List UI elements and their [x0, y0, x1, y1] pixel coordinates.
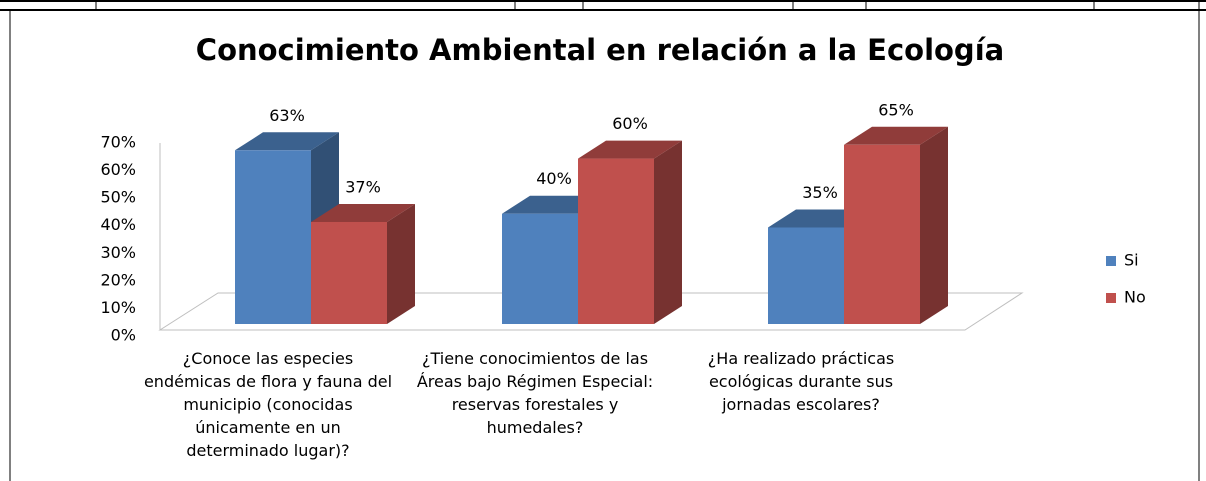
bar-front [235, 150, 311, 324]
data-label: 65% [878, 100, 914, 119]
data-label: 60% [612, 114, 648, 133]
bar-front [311, 221, 387, 324]
y-tick-label: 60% [100, 160, 136, 179]
floor [158, 292, 1024, 331]
y-tick-label: 20% [100, 270, 136, 289]
legend-swatch [1106, 293, 1116, 303]
bar-front [768, 227, 844, 324]
data-label: 35% [802, 183, 838, 202]
data-label: 40% [536, 169, 572, 188]
bar [578, 140, 682, 324]
bar-front [502, 213, 578, 324]
bar [311, 203, 415, 324]
bar-top [311, 203, 415, 222]
x-tick-label: ¿Tiene conocimientos de las Áreas bajo R… [416, 349, 654, 437]
bar-side [654, 140, 682, 324]
x-tick-label: ¿Ha realizado prácticas ecológicas duran… [707, 349, 895, 414]
data-label: 63% [269, 106, 305, 125]
bar-top [844, 126, 948, 145]
y-tick-label: 30% [100, 243, 136, 262]
y-tick-label: 50% [100, 188, 136, 207]
bar-front [578, 158, 654, 324]
y-tick-label: 0% [111, 326, 136, 345]
y-tick-label: 10% [100, 298, 136, 317]
bar-side [920, 126, 948, 325]
chart-title: Conocimiento Ambiental en relación a la … [196, 33, 1004, 67]
data-label: 37% [345, 177, 381, 196]
legend-swatch [1106, 256, 1116, 266]
bar-front [844, 144, 920, 324]
bar-top [235, 132, 339, 151]
y-tick-label: 40% [100, 215, 136, 234]
bar-top [578, 140, 682, 159]
legend-label: No [1124, 288, 1146, 307]
y-tick-label: 70% [100, 133, 136, 152]
legend-label: Si [1124, 251, 1139, 270]
bar [844, 126, 948, 325]
bar-side [387, 203, 415, 324]
x-tick-label: ¿Conoce las especies endémicas de flora … [143, 349, 393, 460]
